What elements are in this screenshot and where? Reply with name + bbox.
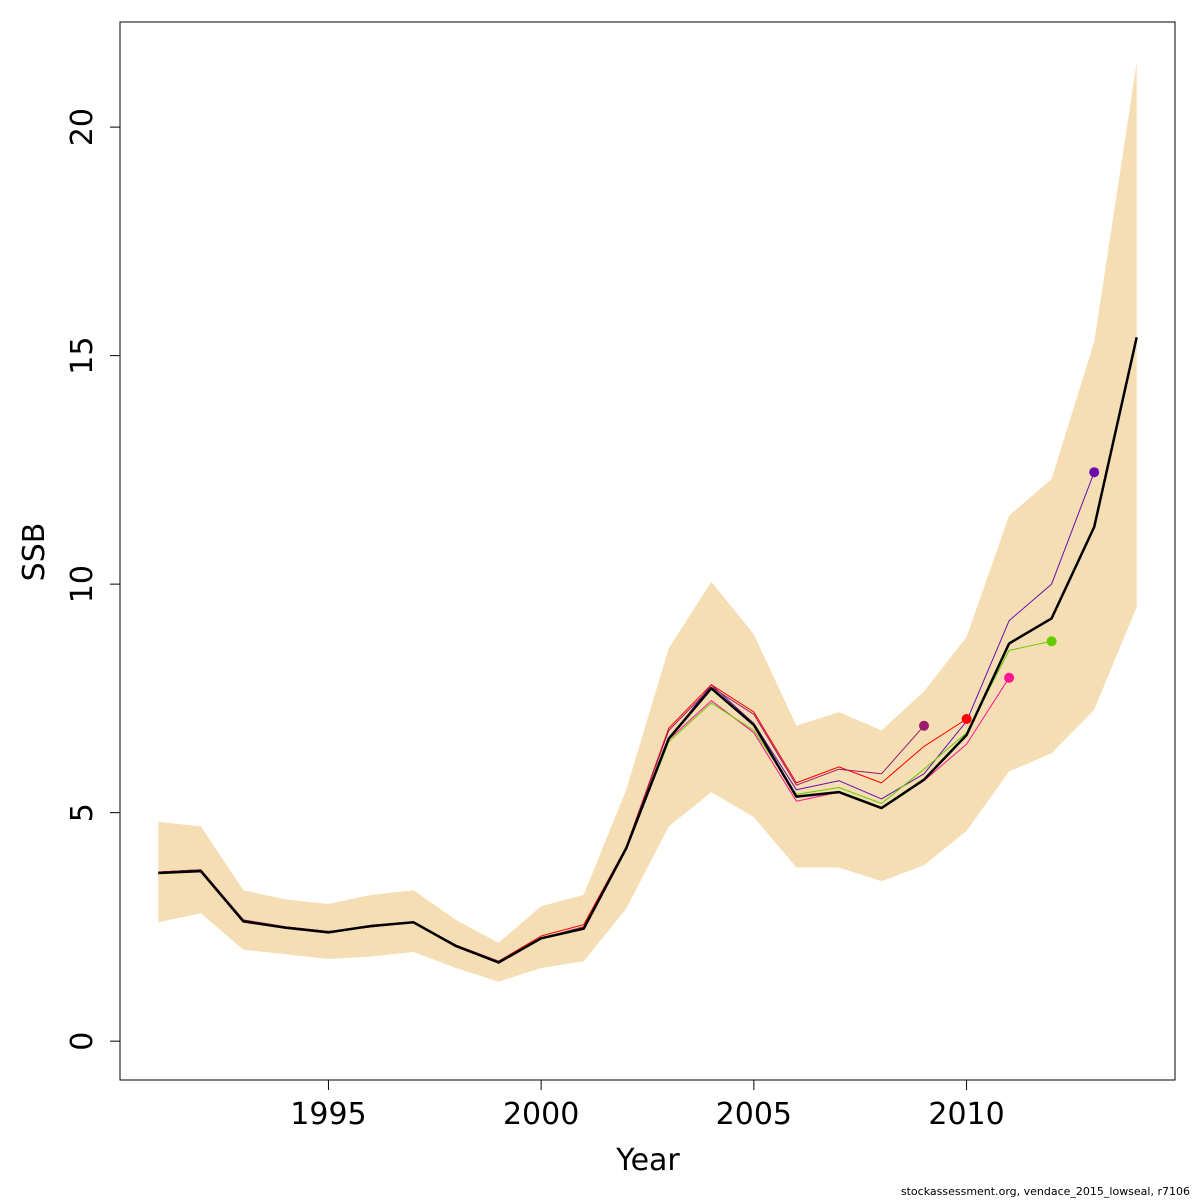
series-end-marker-1 — [1089, 467, 1100, 478]
y-axis-label: SSB — [17, 523, 52, 582]
y-tick-label: 15 — [65, 337, 100, 375]
series-end-marker-4 — [961, 714, 972, 724]
series-end-marker-3 — [1046, 636, 1057, 647]
x-tick-label: 2005 — [716, 1097, 792, 1132]
x-tick-label: 1995 — [290, 1097, 366, 1132]
footer-credit: stockassessment.org, vendace_2015_lowsea… — [900, 1185, 1190, 1198]
x-tick-label: 2010 — [928, 1097, 1004, 1132]
y-tick-label: 20 — [65, 108, 100, 146]
x-tick-label: 2000 — [503, 1097, 579, 1132]
series-end-marker-layer — [919, 467, 1100, 731]
confidence-band-layer — [158, 63, 1137, 982]
y-tick-label: 5 — [65, 803, 100, 822]
y-tick-label: 10 — [65, 565, 100, 603]
y-axis: 0 5 10 15 20 — [65, 108, 121, 1051]
confidence-band — [158, 63, 1137, 982]
series-line-layer — [158, 337, 1138, 964]
x-axis-label: Year — [615, 1143, 680, 1178]
series-end-marker-2 — [1004, 672, 1015, 683]
series-line-main — [158, 337, 1138, 964]
x-axis: 1995 2000 2005 2010 — [290, 1079, 1005, 1132]
series-end-marker-5 — [919, 720, 929, 731]
y-tick-label: 0 — [65, 1032, 100, 1051]
